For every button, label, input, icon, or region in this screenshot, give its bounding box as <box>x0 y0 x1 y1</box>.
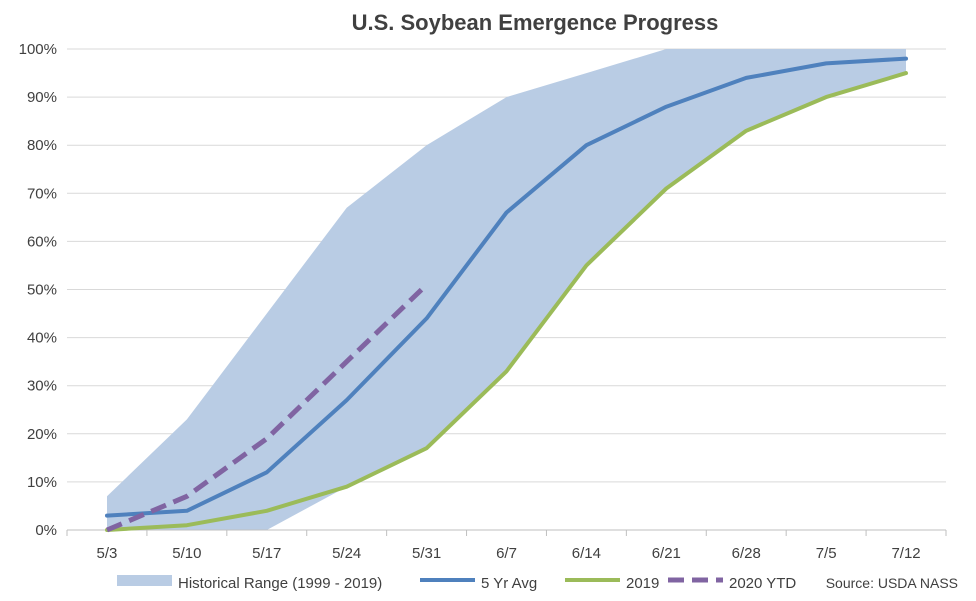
x-tick-label: 5/17 <box>252 545 281 562</box>
source-note: Source: USDA NASS <box>826 575 958 591</box>
x-tick-label: 5/31 <box>412 545 441 562</box>
x-tick-label: 7/5 <box>816 545 837 562</box>
legend-label-2020-ytd: 2020 YTD <box>729 575 796 592</box>
historical-range-band <box>107 49 906 530</box>
chart-title: U.S. Soybean Emergence Progress <box>352 10 719 35</box>
y-tick-label: 90% <box>27 89 57 106</box>
y-tick-label: 80% <box>27 137 57 154</box>
y-tick-label: 10% <box>27 474 57 491</box>
y-tick-label: 70% <box>27 185 57 202</box>
x-tick-label: 7/12 <box>891 545 920 562</box>
x-tick-label: 6/14 <box>572 545 601 562</box>
axes <box>66 529 947 536</box>
historical-range-area <box>107 49 906 530</box>
x-tick-label: 5/10 <box>172 545 201 562</box>
y-axis-tick-labels: 0% 10% 20% 30% 40% 50% 60% 70% 80% 90% 100% <box>19 41 57 539</box>
y-tick-label: 50% <box>27 282 57 299</box>
legend-swatch-historical-range <box>117 575 172 586</box>
legend-label-2019: 2019 <box>626 575 659 592</box>
series-line-5-yr-avg <box>105 56 908 518</box>
y-tick-label: 100% <box>19 41 57 58</box>
legend-label-5-yr-avg: 5 Yr Avg <box>481 575 537 592</box>
series-line-2020-ytd <box>106 282 429 533</box>
x-tick-label: 6/7 <box>496 545 517 562</box>
x-tick-label: 6/21 <box>652 545 681 562</box>
series-lines <box>105 56 908 533</box>
legend-label-historical-range: Historical Range (1999 - 2019) <box>178 575 382 592</box>
y-tick-label: 60% <box>27 233 57 250</box>
y-tick-label: 40% <box>27 330 57 347</box>
y-tick-label: 0% <box>35 522 57 539</box>
series-line-2019 <box>105 71 908 532</box>
x-tick-label: 6/28 <box>732 545 761 562</box>
legend: Historical Range (1999 - 2019) 5 Yr Avg 20… <box>117 575 796 592</box>
y-tick-label: 20% <box>27 426 57 443</box>
x-tick-label: 5/24 <box>332 545 361 562</box>
x-tick-label: 5/3 <box>97 545 118 562</box>
y-tick-label: 30% <box>27 378 57 395</box>
x-axis-tick-labels: 5/3 5/10 5/17 5/24 5/31 6/7 6/14 6/21 6/28 7/5 7/1… <box>97 545 921 562</box>
